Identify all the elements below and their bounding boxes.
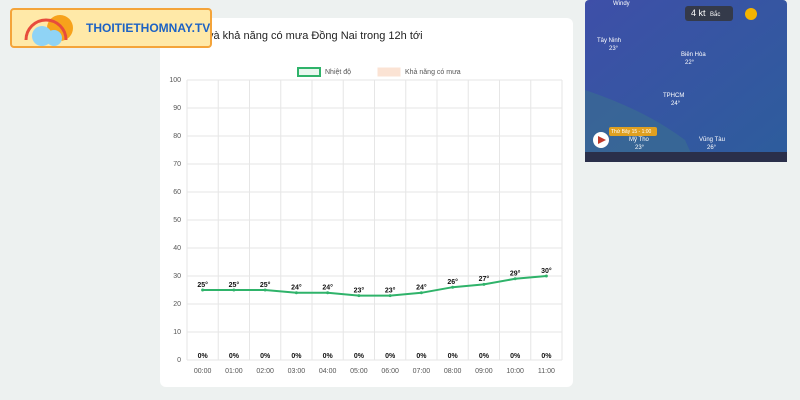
temperature-label: 25° xyxy=(229,281,240,289)
temperature-point xyxy=(294,291,298,295)
temperature-label: 25° xyxy=(197,281,208,289)
x-tick-label: 00:00 xyxy=(194,368,212,375)
map-label: 23° xyxy=(635,145,645,151)
y-tick-label: 90 xyxy=(173,105,181,112)
rain-label: 0% xyxy=(291,353,302,360)
chart: và khả năng có mưa Đồng Nai trong 12h tớ… xyxy=(169,30,563,375)
y-tick-label: 80 xyxy=(173,133,181,140)
chart-title: và khả năng có mưa Đồng Nai trong 12h tớ… xyxy=(208,30,423,42)
map-label: Mỹ Tho xyxy=(629,137,650,143)
y-tick-label: 100 xyxy=(169,77,181,84)
temperature-label: 23° xyxy=(385,286,396,294)
logo-icon xyxy=(24,15,73,46)
y-tick-label: 0 xyxy=(177,357,181,364)
temperature-label: 30° xyxy=(541,267,552,275)
legend-swatch xyxy=(297,67,321,77)
temperature-label: 29° xyxy=(510,270,521,278)
map-wind: 4 kt xyxy=(691,8,706,18)
x-tick-label: 02:00 xyxy=(256,368,274,375)
rain-label: 0% xyxy=(416,353,427,360)
map-brand: Windy xyxy=(613,1,630,7)
x-tick-label: 10:00 xyxy=(506,368,524,375)
map-label: 26° xyxy=(707,145,717,151)
temperature-point xyxy=(201,288,205,292)
x-tick-label: 07:00 xyxy=(413,368,431,375)
temperature-label: 26° xyxy=(447,278,458,286)
map-label: 24° xyxy=(671,101,681,107)
map-label: TPHCM xyxy=(663,93,684,99)
legend-label: Nhiệt độ xyxy=(325,69,351,76)
temperature-point xyxy=(482,282,486,286)
logo[interactable]: THOITIETHOMNAY.TV xyxy=(10,8,212,48)
temperature-point xyxy=(326,291,330,295)
rain-label: 0% xyxy=(541,353,552,360)
x-tick-label: 05:00 xyxy=(350,368,368,375)
y-tick-label: 50 xyxy=(173,217,181,224)
map-label: Vũng Tàu xyxy=(699,137,725,143)
legend-label: Khả năng có mưa xyxy=(405,69,461,76)
x-tick-label: 08:00 xyxy=(444,368,462,375)
y-tick-label: 10 xyxy=(173,329,181,336)
temperature-label: 24° xyxy=(322,284,333,292)
rain-label: 0% xyxy=(510,353,521,360)
temperature-point xyxy=(232,288,236,292)
map-time: Thứ Bảy 15 - 1:00 xyxy=(611,129,652,135)
temperature-label: 23° xyxy=(354,286,365,294)
rain-label: 0% xyxy=(448,353,459,360)
rain-label: 0% xyxy=(260,353,271,360)
temperature-point xyxy=(388,294,392,298)
temperature-point xyxy=(544,274,548,278)
legend-swatch xyxy=(377,67,401,77)
y-tick-label: 40 xyxy=(173,245,181,252)
rain-label: 0% xyxy=(198,353,209,360)
x-tick-label: 09:00 xyxy=(475,368,493,375)
chart-card: và khả năng có mưa Đồng Nai trong 12h tớ… xyxy=(160,18,573,387)
temperature-label: 24° xyxy=(416,284,427,292)
temperature-point xyxy=(357,294,361,298)
map-label: 23° xyxy=(609,46,619,52)
temperature-point xyxy=(263,288,267,292)
y-tick-label: 60 xyxy=(173,189,181,196)
rain-label: 0% xyxy=(323,353,334,360)
y-tick-label: 70 xyxy=(173,161,181,168)
temperature-line xyxy=(202,275,547,297)
temperature-point xyxy=(513,277,517,281)
temperature-point xyxy=(419,291,423,295)
x-tick-label: 11:00 xyxy=(538,368,555,375)
map-label: Tây Ninh xyxy=(597,38,621,44)
temperature-label: 24° xyxy=(291,284,302,292)
map-direction: Bắc xyxy=(710,11,720,18)
map-label: Biên Hòa xyxy=(681,52,706,58)
x-tick-label: 03:00 xyxy=(288,368,306,375)
temperature-point xyxy=(451,285,455,289)
x-tick-label: 04:00 xyxy=(319,368,337,375)
y-tick-label: 30 xyxy=(173,273,181,280)
map-label: 22° xyxy=(685,60,695,66)
temperature-label: 27° xyxy=(479,275,490,283)
rain-label: 0% xyxy=(479,353,490,360)
temperature-label: 25° xyxy=(260,281,271,289)
rain-label: 0% xyxy=(354,353,365,360)
rain-label: 0% xyxy=(229,353,240,360)
x-tick-label: 06:00 xyxy=(381,368,399,375)
x-tick-label: 01:00 xyxy=(225,368,243,375)
logo-text: THOITIETHOMNAY.TV xyxy=(86,21,211,35)
rain-label: 0% xyxy=(385,353,396,360)
y-tick-label: 20 xyxy=(173,301,181,308)
map[interactable]: Windy 4 kt Bắc Tây Ninh 23° TPHCM 24° Vũ… xyxy=(585,0,787,162)
